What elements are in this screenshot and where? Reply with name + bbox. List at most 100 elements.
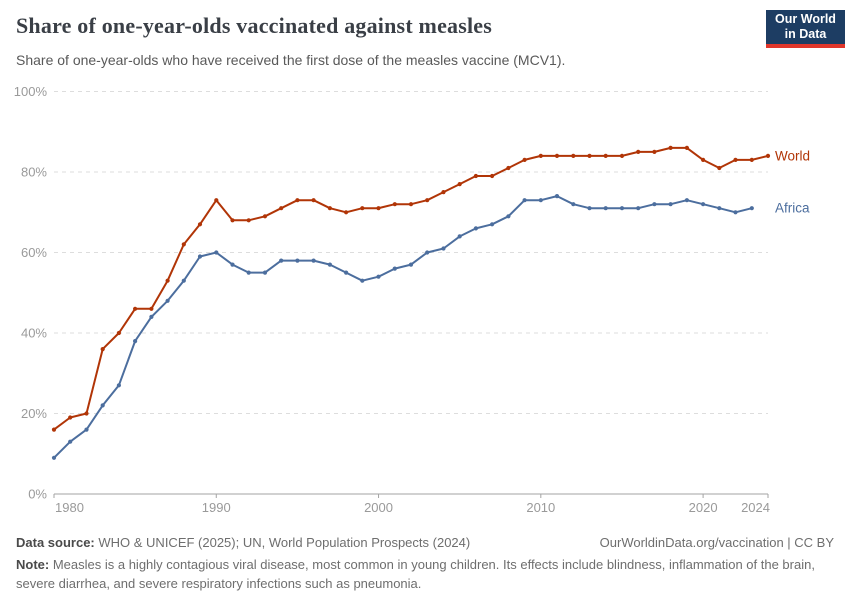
africa-data-point[interactable] bbox=[522, 198, 527, 203]
africa-data-point[interactable] bbox=[51, 455, 57, 460]
africa-data-point[interactable] bbox=[425, 250, 430, 255]
africa-data-point[interactable] bbox=[149, 314, 154, 319]
africa-data-point[interactable] bbox=[68, 439, 73, 444]
africa-data-point[interactable] bbox=[181, 278, 186, 283]
africa-data-point[interactable] bbox=[214, 250, 219, 255]
world-data-point[interactable] bbox=[344, 210, 349, 215]
africa-data-point[interactable] bbox=[684, 198, 690, 203]
world-line[interactable] bbox=[53, 146, 769, 431]
world-data-point[interactable] bbox=[749, 157, 754, 162]
africa-data-point[interactable] bbox=[246, 270, 251, 275]
world-data-point[interactable] bbox=[717, 165, 722, 171]
africa-data-point[interactable] bbox=[538, 198, 543, 203]
x-tick-label: 2020 bbox=[689, 500, 718, 515]
world-data-point[interactable] bbox=[425, 198, 430, 203]
owid-logo-line2: in Data bbox=[784, 27, 827, 41]
world-data-point[interactable] bbox=[684, 145, 690, 150]
world-data-point[interactable] bbox=[473, 173, 478, 179]
world-data-point[interactable] bbox=[636, 149, 641, 154]
world-data-point[interactable] bbox=[733, 157, 738, 162]
world-data-point[interactable] bbox=[490, 173, 495, 179]
africa-data-point[interactable] bbox=[619, 206, 625, 211]
world-data-point[interactable] bbox=[311, 198, 316, 203]
world-data-point[interactable] bbox=[408, 202, 414, 207]
africa-data-point[interactable] bbox=[408, 262, 414, 267]
africa-data-point[interactable] bbox=[279, 258, 284, 263]
world-data-point[interactable] bbox=[100, 347, 105, 352]
africa-data-point[interactable] bbox=[116, 383, 121, 388]
africa-data-point[interactable] bbox=[392, 266, 397, 271]
world-data-point[interactable] bbox=[554, 153, 560, 158]
africa-data-point[interactable] bbox=[554, 194, 560, 199]
owid-logo-line1: Our World bbox=[775, 12, 836, 26]
world-data-point[interactable] bbox=[149, 306, 154, 311]
world-data-point[interactable] bbox=[230, 218, 235, 223]
page-title: Share of one-year-olds vaccinated agains… bbox=[16, 13, 493, 38]
africa-data-point[interactable] bbox=[571, 202, 576, 207]
africa-line[interactable] bbox=[53, 195, 753, 459]
y-tick-label: 80% bbox=[21, 165, 47, 180]
world-data-point[interactable] bbox=[68, 415, 73, 420]
world-data-point[interactable] bbox=[765, 153, 771, 158]
world-data-point[interactable] bbox=[652, 149, 657, 154]
africa-data-point[interactable] bbox=[749, 206, 754, 211]
africa-data-point[interactable] bbox=[100, 403, 105, 408]
africa-data-point[interactable] bbox=[84, 427, 89, 432]
world-data-point[interactable] bbox=[197, 222, 203, 227]
world-data-point[interactable] bbox=[360, 206, 365, 211]
world-data-point[interactable] bbox=[441, 190, 446, 195]
africa-data-point[interactable] bbox=[441, 246, 446, 251]
africa-data-point[interactable] bbox=[733, 210, 738, 215]
y-tick-label: 60% bbox=[21, 245, 47, 260]
world-data-point[interactable] bbox=[603, 153, 608, 158]
world-data-point[interactable] bbox=[279, 206, 284, 211]
world-data-point[interactable] bbox=[619, 153, 625, 158]
world-data-point[interactable] bbox=[506, 165, 511, 171]
africa-data-point[interactable] bbox=[457, 234, 462, 239]
world-data-point[interactable] bbox=[587, 153, 592, 158]
world-data-point[interactable] bbox=[457, 182, 462, 187]
world-data-point[interactable] bbox=[295, 198, 300, 203]
owid-logo[interactable]: Our World in Data bbox=[766, 10, 845, 48]
africa-data-point[interactable] bbox=[262, 270, 268, 275]
africa-data-point[interactable] bbox=[506, 214, 511, 219]
world-data-point[interactable] bbox=[51, 427, 57, 432]
world-data-point[interactable] bbox=[165, 278, 170, 283]
africa-data-point[interactable] bbox=[311, 258, 316, 263]
africa-data-point[interactable] bbox=[197, 254, 203, 259]
world-data-point[interactable] bbox=[668, 145, 673, 150]
africa-data-point[interactable] bbox=[327, 262, 332, 267]
world-data-point[interactable] bbox=[246, 218, 251, 223]
africa-data-point[interactable] bbox=[165, 298, 170, 303]
africa-data-point[interactable] bbox=[587, 206, 592, 211]
world-data-point[interactable] bbox=[571, 153, 576, 158]
africa-data-point[interactable] bbox=[636, 206, 641, 211]
africa-data-point[interactable] bbox=[603, 206, 608, 211]
world-data-point[interactable] bbox=[181, 242, 186, 247]
attribution-link[interactable]: OurWorldinData.org/vaccination | CC BY bbox=[599, 535, 834, 550]
world-data-point[interactable] bbox=[392, 202, 397, 207]
world-data-point[interactable] bbox=[522, 157, 527, 162]
world-data-point[interactable] bbox=[376, 206, 381, 211]
africa-data-point[interactable] bbox=[360, 278, 365, 283]
africa-data-point[interactable] bbox=[668, 202, 673, 207]
africa-data-point[interactable] bbox=[701, 202, 706, 207]
world-data-point[interactable] bbox=[538, 153, 543, 158]
africa-data-point[interactable] bbox=[344, 270, 349, 275]
world-data-point[interactable] bbox=[84, 411, 89, 416]
world-data-point[interactable] bbox=[262, 214, 268, 219]
africa-data-point[interactable] bbox=[230, 262, 235, 267]
africa-data-point[interactable] bbox=[133, 339, 138, 344]
africa-data-point[interactable] bbox=[490, 222, 495, 227]
africa-data-point[interactable] bbox=[717, 206, 722, 211]
world-data-point[interactable] bbox=[214, 198, 219, 203]
africa-data-point[interactable] bbox=[652, 202, 657, 207]
world-data-point[interactable] bbox=[327, 206, 332, 211]
africa-data-point[interactable] bbox=[473, 226, 478, 231]
africa-data-point[interactable] bbox=[295, 258, 300, 263]
world-data-point[interactable] bbox=[133, 306, 138, 311]
world-data-point[interactable] bbox=[701, 157, 706, 162]
africa-data-point[interactable] bbox=[376, 274, 381, 279]
world-data-point[interactable] bbox=[116, 330, 121, 336]
vaccination-chart-svg: 0% 20% 40% 60% 80% 100% 1980 1990 2000 2010 2020 20… bbox=[14, 84, 810, 515]
